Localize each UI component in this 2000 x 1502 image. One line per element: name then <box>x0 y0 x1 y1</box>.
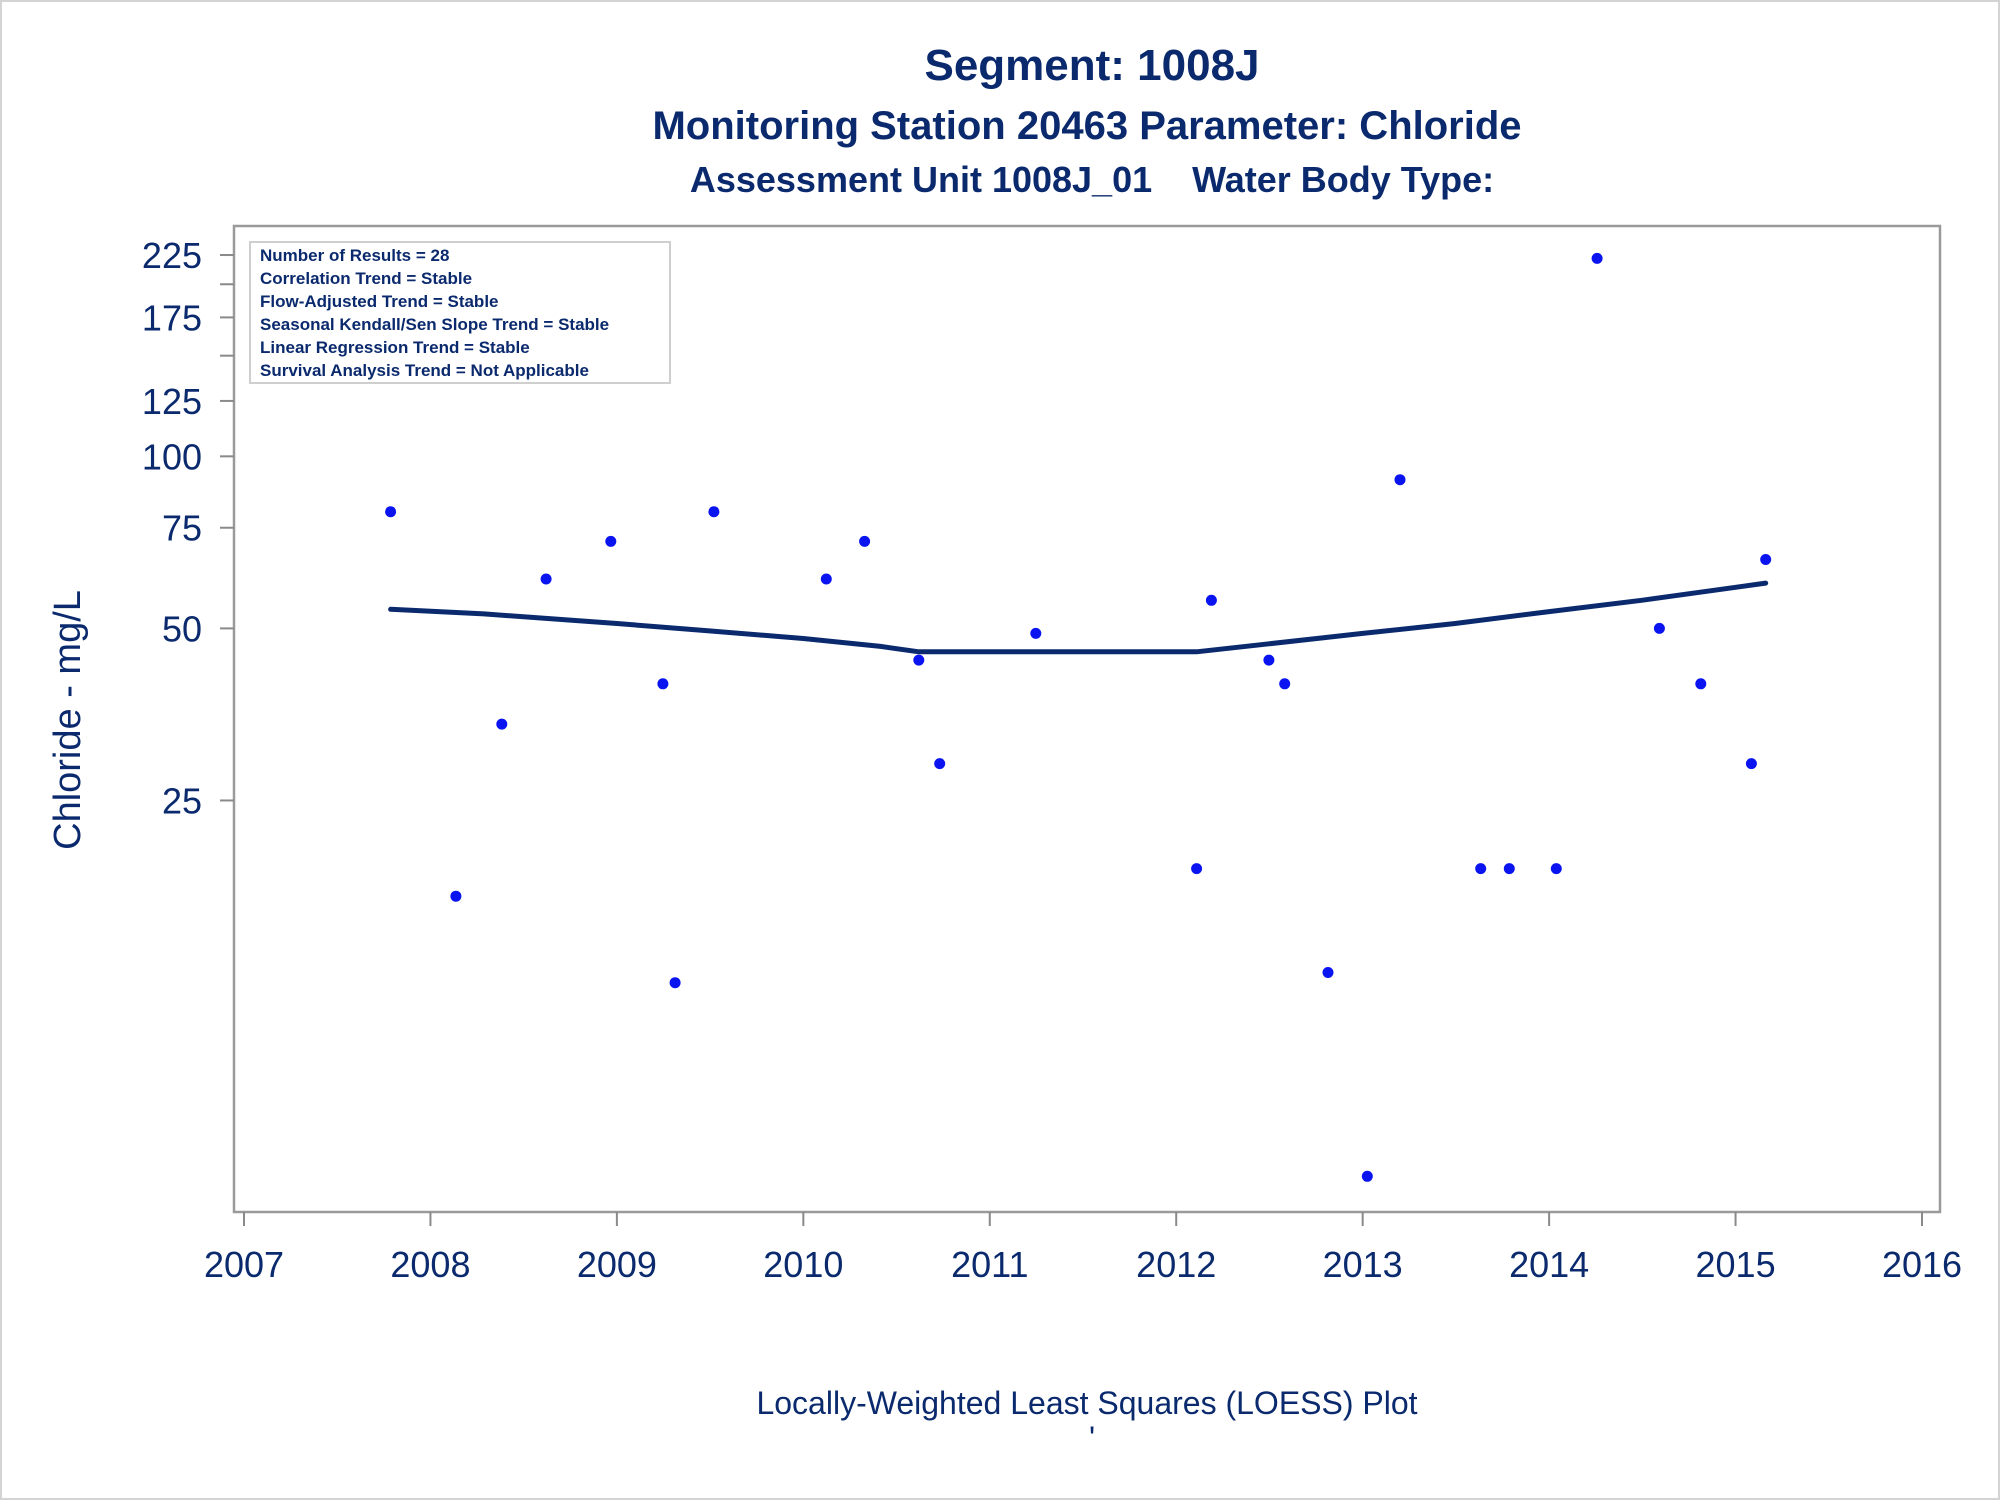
y-tick-label: 50 <box>162 608 202 649</box>
data-point <box>669 977 681 989</box>
data-point <box>1322 967 1334 978</box>
data-point <box>913 654 925 666</box>
y-tick-label: 125 <box>142 381 202 422</box>
y-tick-label: 175 <box>142 297 202 338</box>
chart-title: Segment: 1008J <box>924 41 1259 90</box>
x-tick-label: 2008 <box>390 1244 470 1285</box>
data-point <box>1475 863 1487 875</box>
stat-line-seasonal-kendall: Seasonal Kendall/Sen Slope Trend = Stabl… <box>260 315 609 334</box>
stat-line-flow-adjusted: Flow-Adjusted Trend = Stable <box>260 292 499 311</box>
chart-subtitle-2: Assessment Unit 1008J_01 Water Body Type… <box>690 159 1494 200</box>
data-point <box>934 758 946 770</box>
data-point <box>385 506 397 518</box>
y-tick-label: 100 <box>142 436 202 477</box>
stat-line-results: Number of Results = 28 <box>260 246 449 265</box>
stat-line-linear-regression: Linear Regression Trend = Stable <box>260 338 530 357</box>
loess-line-layer <box>388 580 1769 655</box>
x-tick-label: 2013 <box>1323 1244 1403 1285</box>
data-point <box>1030 627 1042 639</box>
x-tick-label: 2014 <box>1509 1244 1589 1285</box>
data-point <box>605 535 617 547</box>
x-tick-label: 2015 <box>1696 1244 1776 1285</box>
data-point <box>708 506 720 518</box>
plot-area <box>232 224 1942 1214</box>
stat-line-survival: Survival Analysis Trend = Not Applicable <box>260 361 589 380</box>
y-tick-label: 75 <box>162 508 202 549</box>
data-point <box>540 573 552 585</box>
stats-box: Number of Results = 28 Correlation Trend… <box>249 241 671 384</box>
data-point <box>820 573 832 585</box>
x-tick-label: 2012 <box>1136 1244 1216 1285</box>
data-point <box>1503 863 1515 875</box>
data-point <box>496 718 508 730</box>
data-point <box>1205 594 1217 606</box>
data-point <box>1550 863 1562 875</box>
stat-line-correlation: Correlation Trend = Stable <box>260 269 472 288</box>
x-tick-label: 2009 <box>577 1244 657 1285</box>
footnote: Locally-Weighted Least Squares (LOESS) P… <box>756 1385 1417 1421</box>
data-point <box>1653 622 1665 634</box>
data-points <box>385 252 1772 1182</box>
x-tick-label: 2007 <box>204 1244 284 1285</box>
data-point <box>657 678 669 690</box>
data-point <box>1760 554 1772 565</box>
x-tick-label: 2016 <box>1882 1244 1962 1285</box>
data-point <box>859 535 871 547</box>
loess-line <box>388 580 1769 655</box>
stats-box-border <box>249 241 671 384</box>
data-point <box>1279 678 1291 690</box>
data-point <box>450 890 462 902</box>
data-point <box>1591 252 1603 264</box>
footnote-mark: ' <box>1089 1420 1095 1456</box>
data-point <box>1745 758 1757 770</box>
chart-subtitle: Monitoring Station 20463 Parameter: Chlo… <box>652 104 1521 148</box>
y-tick-label: 225 <box>142 235 202 276</box>
data-point <box>1695 678 1707 690</box>
data-point <box>1361 1170 1373 1182</box>
data-point <box>1191 863 1203 875</box>
y-axis: 25 50 75 100 125 175 225 <box>142 235 234 821</box>
x-tick-label: 2011 <box>951 1244 1028 1285</box>
data-point <box>1394 474 1406 486</box>
x-axis: 2007 2008 2009 2010 2011 2012 2013 2014 2015 2016 <box>204 1212 1962 1285</box>
x-tick-label: 2010 <box>763 1244 843 1285</box>
data-point <box>1263 654 1275 666</box>
y-tick-label: 25 <box>162 780 202 821</box>
y-axis-label: Chloride - mg/L <box>47 590 89 850</box>
